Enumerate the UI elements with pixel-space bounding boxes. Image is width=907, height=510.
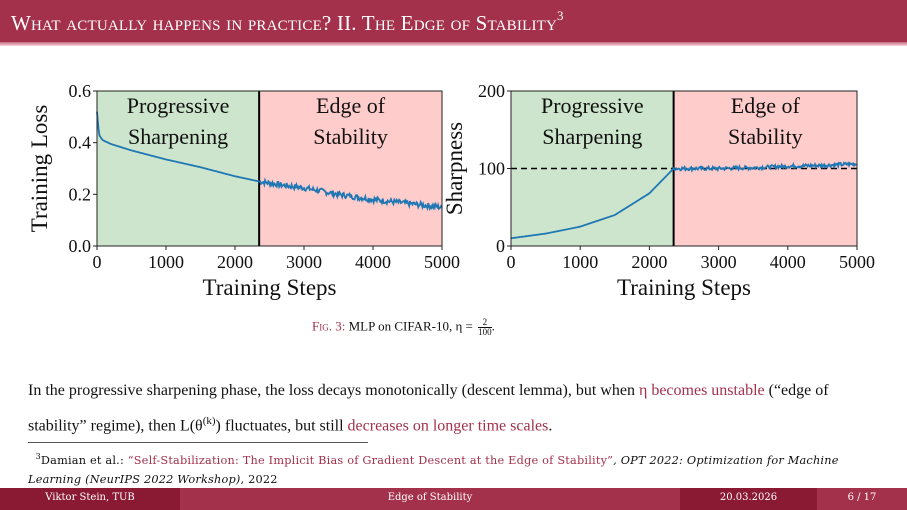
caption-text: MLP on CIFAR-10, η =: [348, 318, 477, 334]
x-axis-label: Training Steps: [617, 275, 751, 300]
x-tick-label: 1000: [148, 252, 184, 272]
body-text-4: .: [548, 417, 553, 435]
footnote-title-link[interactable]: “Self-Stabilization: The Implicit Bias o…: [127, 453, 614, 467]
x-tick-label: 2000: [217, 252, 253, 272]
slide-title: What actually happens in practice? II. T…: [11, 8, 564, 36]
y-tick-label: 0: [496, 236, 505, 256]
y-tick-label: 100: [478, 159, 505, 179]
fraction-denominator: 100: [478, 327, 492, 337]
y-axis-label: Sharpness: [442, 122, 467, 215]
highlight-unstable: η becomes unstable: [638, 382, 765, 399]
x-tick-label: 4000: [355, 252, 391, 272]
body-paragraph: In the progressive sharpening phase, the…: [28, 375, 888, 441]
region-label: Stability: [313, 124, 388, 149]
y-axis-label: Training Loss: [27, 105, 52, 233]
figure: Progressive Sharpening Edge of Stability 0 10…: [27, 81, 875, 300]
footnote-venue: , OPT 2022: Optimization for Machine Lea…: [28, 453, 839, 486]
y-tick-label: 0.4: [69, 133, 92, 153]
slide-title-text: What actually happens in practice? II. T…: [11, 11, 558, 35]
region-label: Sharpening: [128, 124, 228, 149]
footnote: 3Damian et al.: “Self-Stabilization: The…: [28, 447, 888, 489]
superscript-k: (k): [202, 415, 216, 427]
x-tick-label: 5000: [839, 252, 875, 272]
x-tick-label: 4000: [770, 252, 806, 272]
axes-frame: [96, 90, 443, 247]
series-line-training-loss: [96, 111, 443, 212]
region-label: Edge of: [731, 93, 801, 118]
footnote-year: , 2022: [240, 472, 278, 486]
y-tick-label: 0.2: [69, 184, 92, 204]
x-tick-label: 1000: [562, 252, 598, 272]
x-tick-label: 0: [93, 252, 102, 272]
caption-label: Fig. 3:: [312, 318, 346, 334]
fraction-numerator: 2: [478, 318, 492, 328]
region-label: Sharpening: [542, 124, 642, 149]
footnote-marker: 3: [557, 8, 564, 23]
body-text-2: (“edge of stability” regime), then L(θ: [28, 382, 829, 435]
footnote-rule: [28, 442, 368, 443]
region-label: Stability: [728, 124, 803, 149]
y-tick-label: 0.6: [69, 81, 92, 101]
region-green: [97, 91, 260, 246]
footnote-number: 3: [35, 452, 41, 461]
footer-date: 20.03.2026: [680, 488, 817, 510]
footnote-authors: Damian et al.:: [40, 453, 128, 467]
series-line-sharpness: [510, 161, 858, 240]
footer-author: Viktor Stein, TUB: [0, 488, 180, 510]
x-tick-label: 0: [507, 252, 516, 272]
slide-footer: Viktor Stein, TUB Edge of Stability 20.0…: [0, 488, 907, 510]
eta-fraction: 2 100: [478, 318, 492, 337]
x-tick-label: 5000: [424, 252, 460, 272]
body-text-3: ) fluctuates, but still: [215, 417, 348, 435]
region-red: [259, 91, 442, 246]
x-tick-label: 3000: [286, 252, 322, 272]
slide-header: [0, 0, 907, 42]
body-text-1: In the progressive sharpening phase, the…: [28, 382, 639, 399]
header-shadow: [0, 42, 907, 46]
figure-caption: Fig. 3: MLP on CIFAR-10, η = 2 100.: [312, 318, 495, 337]
y-tick-label: 0.0: [69, 236, 92, 256]
x-tick-label: 2000: [631, 252, 667, 272]
footer-page-number: 6 / 17: [817, 488, 907, 510]
region-label: Progressive: [541, 93, 644, 118]
region-label: Progressive: [127, 93, 230, 118]
x-tick-label: 3000: [701, 252, 737, 272]
footer-talk-title: Edge of Stability: [180, 488, 680, 510]
x-axis-label: Training Steps: [203, 275, 337, 300]
y-tick-label: 200: [478, 81, 505, 101]
highlight-decreases: decreases on longer time scales: [347, 417, 549, 435]
region-label: Edge of: [316, 93, 386, 118]
caption-end: .: [491, 318, 495, 334]
